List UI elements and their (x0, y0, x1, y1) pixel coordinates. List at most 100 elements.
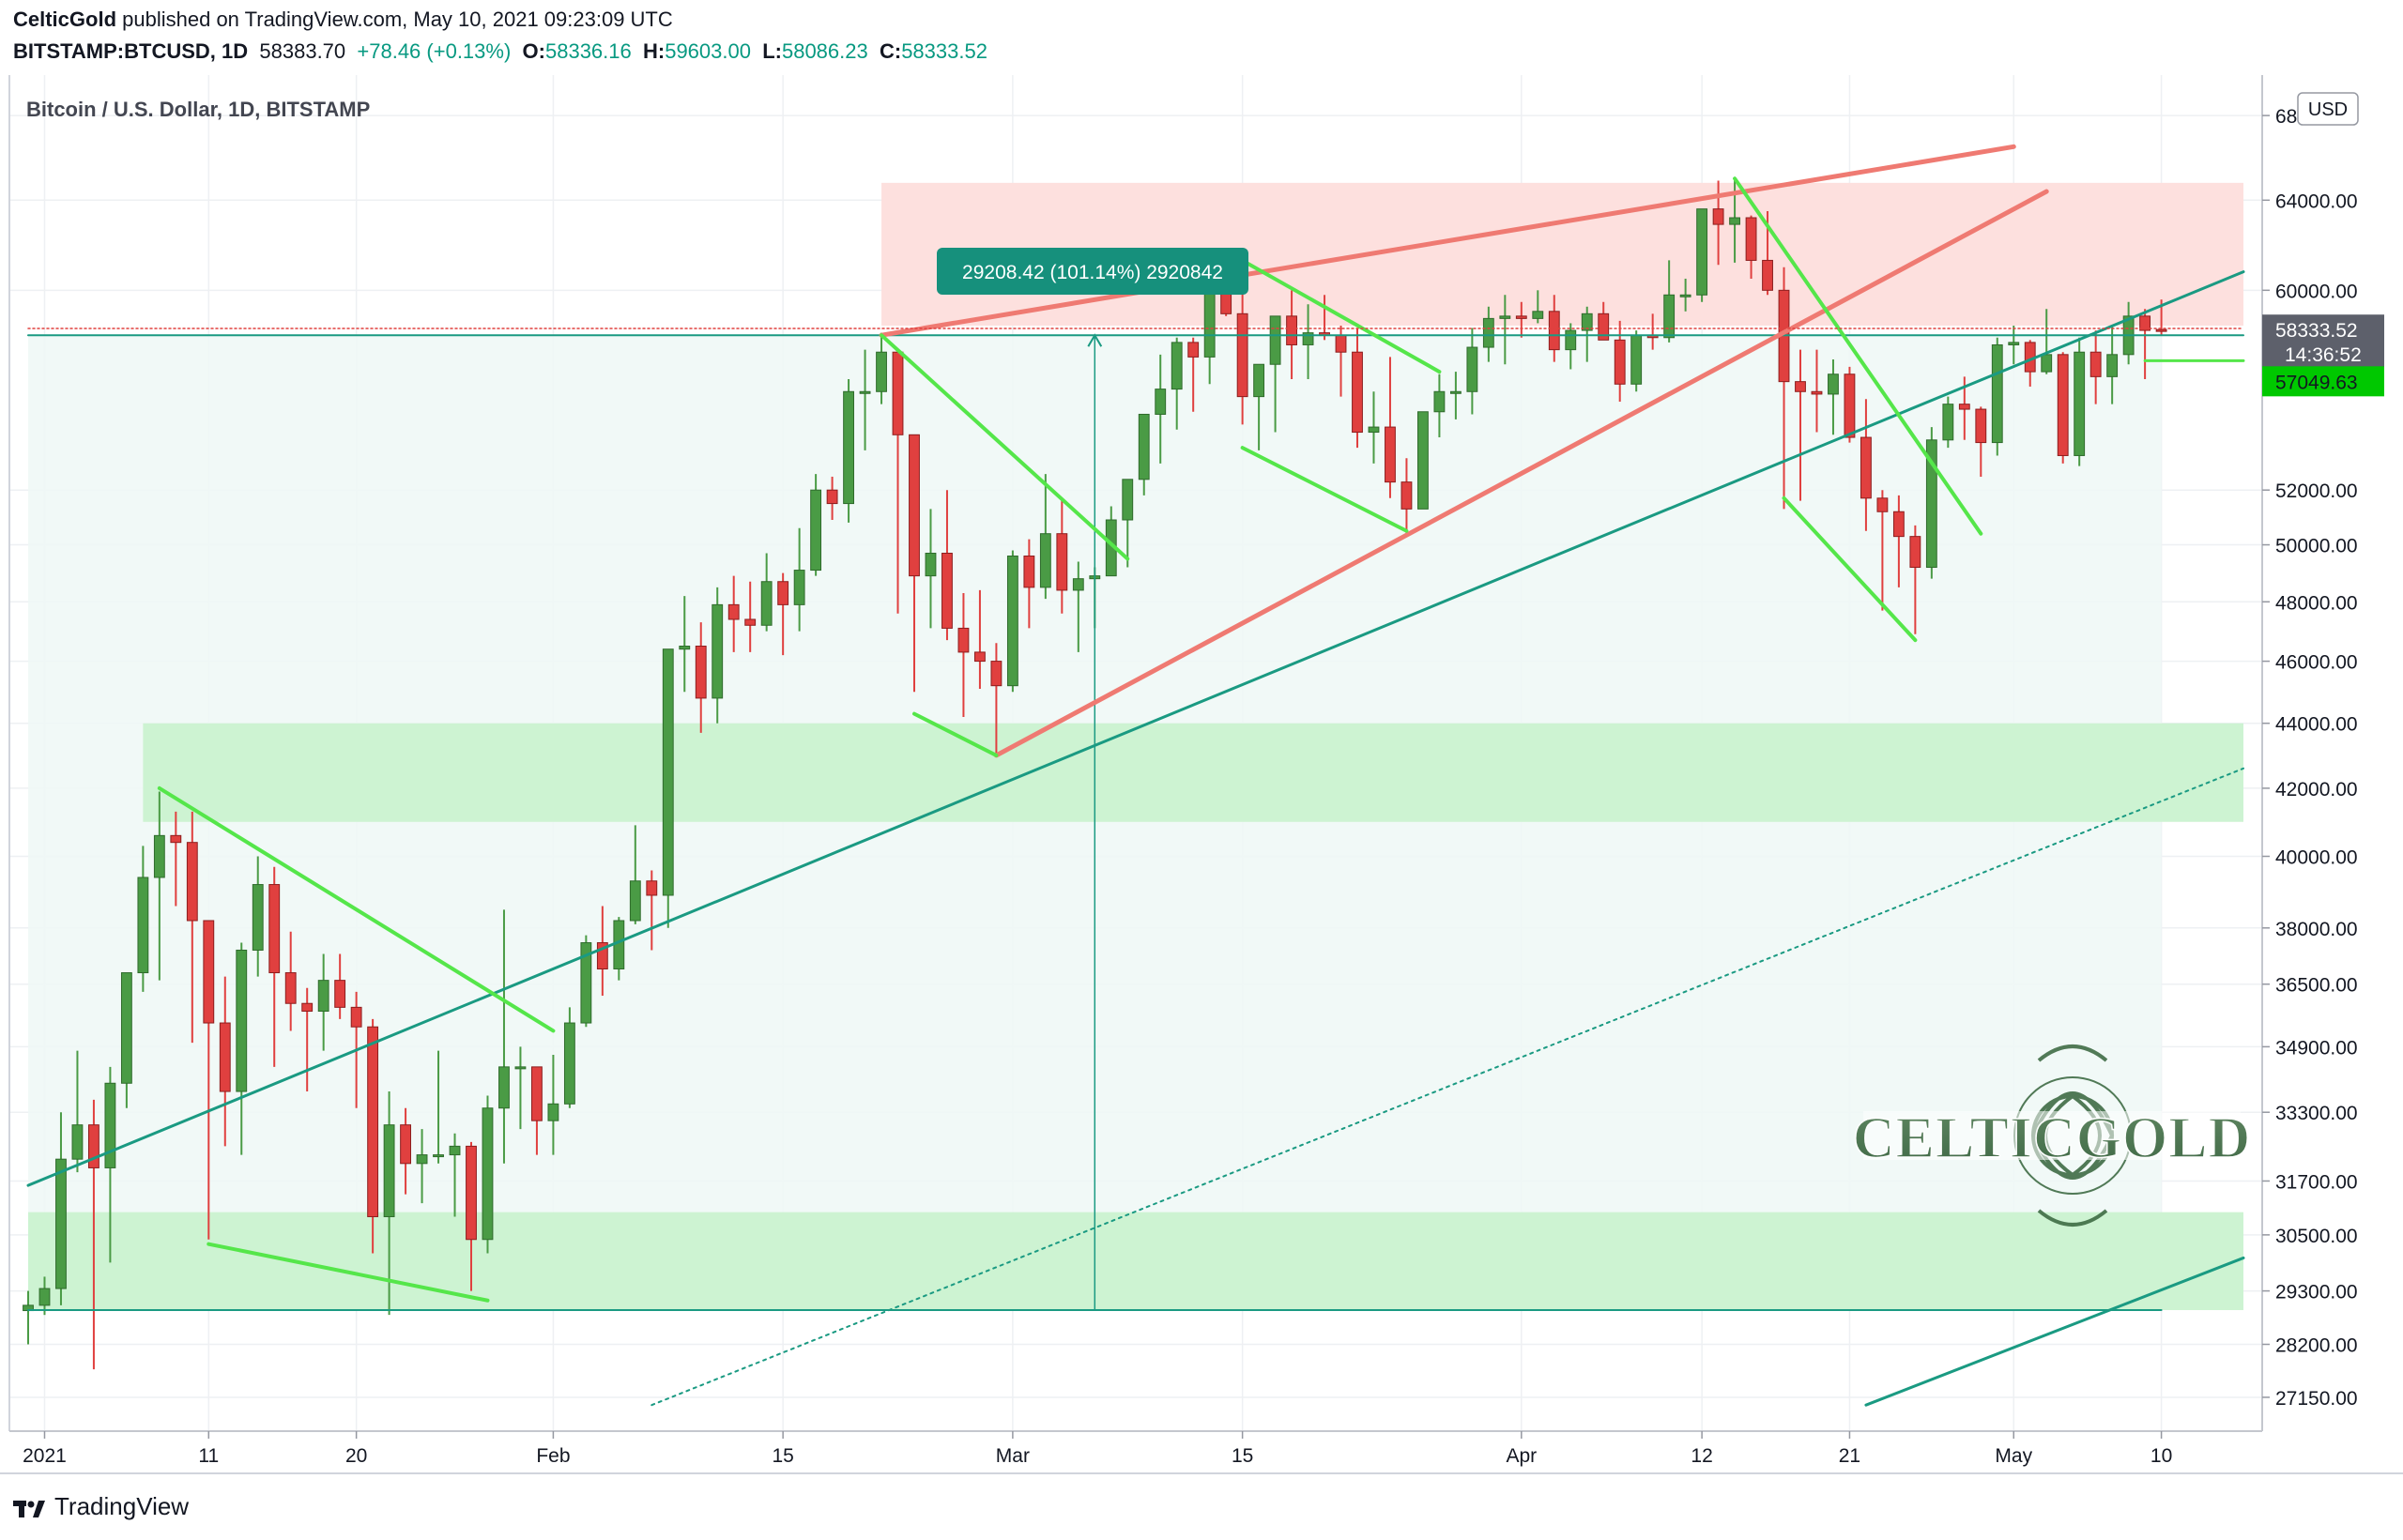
candle-bear (268, 884, 281, 974)
candle-bull (1925, 439, 1937, 569)
candle-bear (1548, 311, 1560, 351)
time-tick-label: 11 (198, 1445, 219, 1467)
candle-bear (596, 942, 608, 969)
last-price: 58383.70 (259, 39, 346, 63)
candle-bull (1499, 315, 1511, 319)
candle-bear (400, 1124, 411, 1165)
candle-bear (88, 1124, 99, 1168)
candle-bull (1417, 411, 1429, 510)
time-tick-label: 2021 (23, 1445, 67, 1467)
price-tick-label: 27150.00 (2275, 1388, 2358, 1410)
footer[interactable]: TradingView (13, 1492, 189, 1521)
candle-bull (482, 1107, 494, 1241)
candle-bull (1269, 315, 1281, 365)
candle-bear (1958, 404, 1970, 410)
footer-brand: TradingView (54, 1492, 190, 1520)
trendlines (26, 144, 2245, 1407)
candle-bear (1187, 342, 1200, 358)
price-axis[interactable]: 68000.0064000.0060000.0052000.0050000.00… (2262, 106, 2358, 1410)
support-zone (28, 1212, 2243, 1311)
candle-bear (826, 489, 838, 505)
candle-bull (153, 834, 165, 878)
open-value: 58336.16 (544, 39, 632, 63)
candle-bull (514, 1066, 527, 1070)
time-tick-label: 15 (1232, 1445, 1253, 1467)
last-price-label: 58333.52 (2275, 320, 2358, 342)
candle-bear (1876, 497, 1889, 512)
currency-button[interactable] (2297, 92, 2359, 126)
low-value: 58086.23 (781, 39, 868, 63)
candle-bear (203, 920, 215, 1024)
chart-title: Bitcoin / U.S. Dollar, 1D, BITSTAMP (26, 98, 370, 121)
candle-bull (1942, 404, 1954, 441)
candle-bull (55, 1158, 67, 1289)
candle-bull (810, 489, 822, 572)
candle-bull (1482, 317, 1494, 348)
candle-bull (563, 1022, 575, 1105)
candle-bear (1975, 408, 1987, 444)
price-tick-label: 36500.00 (2275, 975, 2358, 997)
candle-bull (1696, 208, 1708, 296)
candle-bull (1466, 346, 1478, 392)
time-tick-label: 15 (772, 1445, 793, 1467)
measure-arrowhead (1087, 333, 1103, 347)
candle-bear (1909, 536, 1921, 569)
candle-bull (2106, 354, 2119, 377)
candle-bear (1023, 555, 1035, 588)
candle-bull (1565, 329, 1577, 351)
currency-label: USD (2308, 99, 2348, 120)
support-zone (143, 723, 2244, 822)
time-tick-label: 12 (1691, 1445, 1712, 1467)
candle-bear (2139, 315, 2151, 331)
candle-bear (1286, 315, 1297, 345)
candle-bear (284, 972, 297, 1004)
candle-bear (1712, 208, 1724, 225)
price-tick-label: 33300.00 (2275, 1103, 2358, 1124)
candle-bear (1335, 334, 1347, 353)
price-tick-label: 48000.00 (2275, 592, 2358, 614)
candle-bull (2041, 354, 2053, 373)
candle-bear (974, 651, 986, 663)
candle-bull (547, 1103, 559, 1121)
time-axis[interactable]: 2021 11 20 Feb 15 Mar 15 Apr 12 21 May 10 (23, 1431, 2172, 1467)
trendline (880, 333, 1130, 561)
candle-bull (679, 646, 691, 650)
candle-bull (1663, 294, 1676, 339)
candle-bull (1433, 390, 1446, 413)
trendline (157, 785, 556, 1033)
open-label: O: (522, 39, 545, 63)
candles (23, 180, 2167, 1370)
candle-bear (957, 627, 970, 653)
candle-bull (236, 949, 248, 1092)
candle-bear (367, 1026, 379, 1217)
candle-bull (71, 1124, 84, 1160)
candle-bull (793, 570, 805, 605)
price-tick-label: 44000.00 (2275, 714, 2358, 736)
candle-bear (1844, 374, 1856, 438)
price-tick-label: 60000.00 (2275, 281, 2358, 302)
candle-bull (416, 1154, 428, 1165)
candle-bear (990, 661, 1003, 687)
celticgold-logo: CELTICGOLD (1852, 1044, 2251, 1227)
candle-bull (1368, 426, 1380, 434)
candle-bear (1056, 533, 1068, 591)
candle-bear (2089, 351, 2102, 377)
low-label: L: (762, 39, 782, 63)
candle-bear (2057, 354, 2069, 456)
candle-bull (613, 920, 625, 969)
price-tick-label: 42000.00 (2275, 779, 2358, 800)
candle-bear (777, 581, 789, 605)
candle-bear (186, 842, 198, 922)
candle-bear (909, 434, 920, 577)
measure-label: 29208.42 (101.14%) 2920842 (937, 248, 1248, 295)
candle-bear (941, 552, 953, 629)
candle-bull (1630, 334, 1643, 385)
ohlc-legend: BITSTAMP:BTCUSD, 1D 58383.70 +78.46 (+0.… (13, 39, 987, 64)
countdown-label: 14:36:52 (2285, 344, 2362, 366)
time-tick-label: Mar (996, 1445, 1030, 1467)
candle-bull (2008, 342, 2020, 345)
candle-bear (892, 351, 904, 435)
trendline (912, 711, 999, 757)
